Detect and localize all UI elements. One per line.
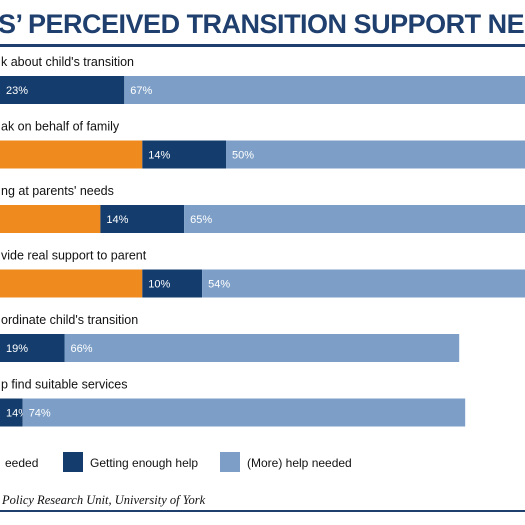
legend-swatch: [220, 452, 240, 472]
data-label: 14%: [148, 150, 170, 162]
data-label: 50%: [232, 150, 254, 162]
bar-segment: [226, 140, 525, 169]
bar-segment: [202, 269, 525, 298]
bar-segment: [0, 269, 143, 298]
category-label: p find suitable services: [1, 378, 127, 392]
data-label: 54%: [208, 279, 230, 291]
bar-segment: [100, 205, 185, 233]
bar-segment: [124, 76, 525, 104]
chart-title: S’ PERCEIVED TRANSITION SUPPORT NEEDS: [0, 9, 525, 39]
bar-segment: [142, 140, 226, 169]
bottom-rule: [0, 510, 525, 512]
data-label: 19%: [6, 343, 28, 355]
legend-label: eeded: [5, 456, 38, 470]
data-label: 23%: [6, 85, 28, 97]
category-label: ordinate child's transition: [1, 313, 138, 327]
bar-segment: [0, 334, 65, 362]
bars-group: k about child's transition 23% 67% ak on be…: [0, 55, 525, 427]
data-label: 74%: [29, 408, 51, 420]
data-label: 66%: [71, 343, 93, 355]
data-label: 65%: [190, 214, 212, 226]
category-label: k about child's transition: [1, 55, 134, 69]
category-label: ak on behalf of family: [1, 120, 120, 134]
bar-segment: [0, 140, 143, 169]
bar-segment: [0, 76, 125, 104]
bar-segment: [184, 205, 525, 233]
data-label: 10%: [148, 279, 170, 291]
bar-segment: [142, 269, 203, 298]
category-label: ng at parents' needs: [1, 184, 114, 198]
source-note: Policy Research Unit, University of York: [1, 493, 206, 507]
data-label: 14%: [6, 408, 28, 420]
bar-segment: [64, 334, 460, 362]
legend-label: Getting enough help: [90, 456, 198, 470]
bar-segment: [0, 205, 101, 233]
legend-label: (More) help needed: [247, 456, 352, 470]
legend: eeded Getting enough help (More) help need…: [5, 452, 352, 472]
data-label: 14%: [106, 214, 128, 226]
legend-swatch: [63, 452, 83, 472]
bar-segment: [22, 398, 466, 427]
data-label: 67%: [130, 85, 152, 97]
title-rule: [0, 44, 525, 47]
category-label: vide real support to parent: [1, 249, 147, 263]
bar-segment: [0, 398, 23, 427]
